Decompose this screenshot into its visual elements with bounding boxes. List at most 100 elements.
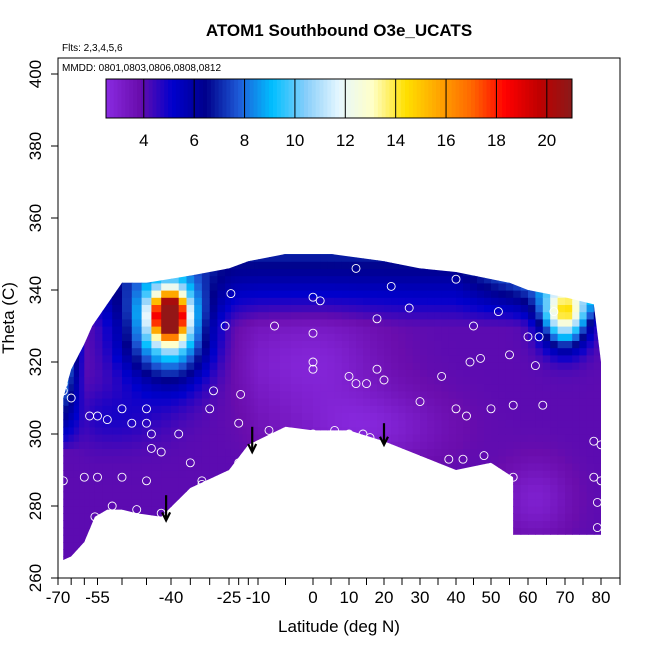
heatmap-cell xyxy=(269,441,281,449)
heatmap-cell xyxy=(349,318,357,327)
heatmap-cell xyxy=(280,362,292,370)
heatmap-cell xyxy=(246,405,251,413)
heatmap-cell xyxy=(84,556,91,560)
heatmap-cell xyxy=(579,318,588,327)
heatmap-cell xyxy=(201,254,211,255)
heatmap-cell xyxy=(363,491,371,500)
heatmap-cell xyxy=(302,556,314,560)
heatmap-cell xyxy=(601,470,602,478)
heatmap-cell xyxy=(441,506,450,514)
heatmap-cell xyxy=(370,491,378,500)
heatmap-cell xyxy=(427,434,435,442)
heatmap-cell xyxy=(456,254,464,262)
heatmap-cell xyxy=(230,527,236,536)
heatmap-cell xyxy=(254,369,259,377)
heatmap-cell xyxy=(377,470,385,478)
heatmap-cell xyxy=(302,290,314,298)
heatmap-cell xyxy=(250,412,255,421)
heatmap-cell xyxy=(579,477,588,485)
heatmap-cell xyxy=(230,419,236,428)
heatmap-cell xyxy=(201,304,211,313)
heatmap-cell xyxy=(302,405,314,413)
heatmap-cell xyxy=(242,484,247,493)
colorbar-segment xyxy=(471,79,476,118)
heatmap-cell xyxy=(528,470,536,478)
heatmap-cell xyxy=(470,434,478,442)
heatmap-cell xyxy=(73,254,80,255)
heatmap-cell xyxy=(194,318,203,327)
heatmap-cell xyxy=(349,275,357,284)
heatmap-cell xyxy=(491,254,499,255)
heatmap-cell xyxy=(269,571,281,579)
heatmap-cell xyxy=(102,564,112,572)
heatmap-cell xyxy=(448,254,457,255)
heatmap-cell xyxy=(225,311,232,320)
heatmap-cell xyxy=(254,254,259,255)
heatmap-cell xyxy=(579,297,588,305)
heatmap-cell xyxy=(89,455,96,464)
heatmap-cell xyxy=(391,318,399,327)
heatmap-cell xyxy=(186,491,195,500)
heatmap-cell xyxy=(349,326,357,334)
heatmap-cell xyxy=(391,412,399,421)
heatmap-cell xyxy=(593,347,602,356)
x-axis: -70 -55 -40 -25 -10 0 10 20 30 40 50 60 70 80 xyxy=(46,578,621,607)
sample-point xyxy=(330,425,340,435)
heatmap-cell xyxy=(370,347,378,356)
heatmap-cell xyxy=(477,405,485,413)
heatmap-cell xyxy=(141,470,152,478)
heatmap-cell xyxy=(141,441,152,449)
heatmap-cell xyxy=(242,304,247,313)
heatmap-cell xyxy=(470,311,478,320)
heatmap-cell xyxy=(543,564,551,572)
heatmap-cell xyxy=(258,564,270,572)
heatmap-cell xyxy=(420,282,428,291)
heatmap-cell xyxy=(280,347,292,356)
heatmap-cell xyxy=(258,419,270,428)
heatmap-cell xyxy=(112,254,123,255)
heatmap-cell xyxy=(225,304,232,313)
colorbar-segment xyxy=(315,79,321,118)
heatmap-cell xyxy=(449,564,457,572)
heatmap-cell xyxy=(505,268,514,277)
heatmap-cell xyxy=(572,506,580,514)
heatmap-cell xyxy=(302,297,314,305)
heatmap-cell xyxy=(327,462,336,471)
heatmap-cell xyxy=(505,318,514,327)
heatmap-cell xyxy=(230,383,236,392)
heatmap-cell xyxy=(63,333,70,341)
heatmap-cell xyxy=(412,455,421,464)
heatmap-cell xyxy=(542,354,551,363)
heatmap-cell xyxy=(498,340,507,349)
heatmap-cell xyxy=(171,419,180,428)
heatmap-cell xyxy=(327,304,336,313)
heatmap-cell xyxy=(535,275,544,284)
heatmap-cell xyxy=(178,419,187,428)
heatmap-cell xyxy=(73,448,80,457)
heatmap-cell xyxy=(68,347,75,356)
heatmap-cell xyxy=(186,297,195,305)
heatmap-cell xyxy=(412,470,421,478)
heatmap-cell xyxy=(528,441,536,449)
heatmap-cell xyxy=(63,527,64,536)
heatmap-cell xyxy=(186,333,195,341)
heatmap-cell xyxy=(405,527,414,536)
heatmap-cell xyxy=(258,462,270,471)
heatmap-cell xyxy=(579,376,588,385)
heatmap-cell xyxy=(550,254,559,255)
heatmap-cell xyxy=(178,261,187,269)
heatmap-cell xyxy=(513,340,522,349)
heatmap-cell xyxy=(334,405,343,413)
heatmap-cell xyxy=(269,282,281,291)
heatmap-cell xyxy=(498,254,507,262)
heatmap-cell xyxy=(412,498,421,507)
heatmap-cell xyxy=(68,275,75,284)
heatmap-cell xyxy=(363,354,371,363)
heatmap-cell xyxy=(84,347,91,356)
heatmap-cell xyxy=(73,369,80,377)
heatmap-cell xyxy=(194,419,203,428)
heatmap-cell xyxy=(131,340,143,349)
heatmap-cell xyxy=(68,556,75,560)
heatmap-cell xyxy=(463,354,471,363)
heatmap-cell xyxy=(84,534,91,543)
